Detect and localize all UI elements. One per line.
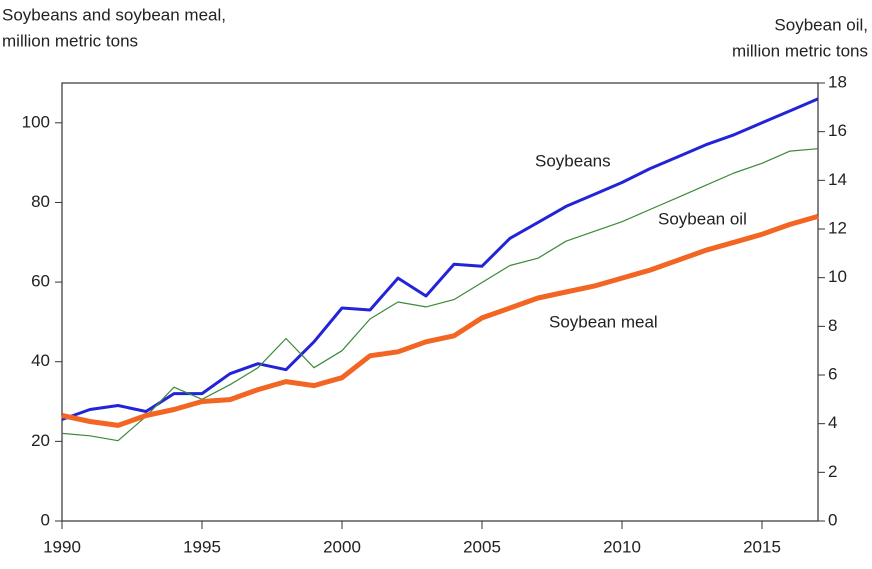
series-line [61,148,819,442]
y2-tick-label: 8 [828,316,837,335]
y2-tick-label: 0 [828,510,837,529]
series-line [61,213,819,428]
y-tick-label: 100 [22,112,50,131]
y-tick-label: 20 [31,431,50,450]
x-tick-label: 2015 [743,537,781,556]
series-label: Soybean meal [549,312,658,331]
y2-tick-label: 2 [828,462,837,481]
y-tick-label: 80 [31,192,50,211]
x-tick-label: 1990 [43,537,81,556]
y2-tick-label: 18 [828,72,847,91]
series-label: Soybeans [535,151,611,170]
y2-tick-label: 10 [828,267,847,286]
y2-tick-label: 14 [828,170,847,189]
y-tick-label: 60 [31,272,50,291]
y-axis-label: Soybeans and soybean meal, [2,5,226,24]
y2-tick-label: 16 [828,121,847,140]
y2-axis-label: Soybean oil, [774,15,868,34]
y2-tick-label: 4 [828,413,837,432]
y2-tick-label: 6 [828,364,837,383]
series-label: Soybean oil [658,209,747,228]
x-tick-label: 2000 [323,537,361,556]
series-line [61,97,819,421]
x-tick-label: 1995 [183,537,221,556]
y2-axis-label: million metric tons [732,41,868,60]
y2-tick-label: 12 [828,218,847,237]
y-axis-label: million metric tons [2,31,138,50]
x-tick-label: 2005 [463,537,501,556]
y-tick-label: 0 [41,510,50,529]
x-tick-label: 2010 [603,537,641,556]
plot-frame [61,82,819,522]
y-tick-label: 40 [31,351,50,370]
